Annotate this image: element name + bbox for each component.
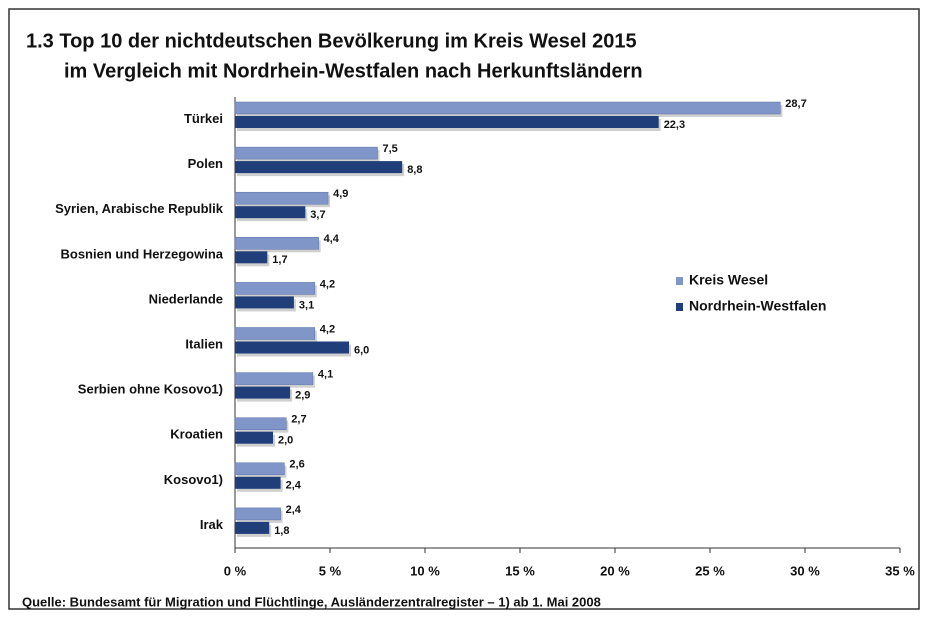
y-tick-label: Irak	[200, 517, 224, 532]
bar	[235, 161, 403, 174]
y-tick-label: Polen	[188, 156, 223, 171]
value-label: 1,7	[272, 254, 287, 266]
value-label: 4,1	[318, 369, 333, 381]
y-tick-label: Serbien ohne Kosovo1)	[78, 382, 223, 397]
value-label: 8,8	[407, 164, 422, 176]
x-tick-label: 5 %	[319, 563, 342, 578]
bar	[234, 462, 285, 476]
y-tick-label: Türkei	[184, 111, 223, 126]
value-label: 4,2	[320, 323, 335, 335]
value-label: 2,9	[295, 390, 310, 402]
value-label: 4,2	[320, 278, 335, 290]
x-tick-label: 20 %	[600, 563, 630, 578]
bar	[235, 251, 268, 264]
bar	[235, 341, 349, 354]
bar	[234, 282, 316, 295]
value-label: 2,0	[278, 435, 293, 447]
value-label: 2,4	[286, 504, 302, 516]
value-label: 2,4	[286, 480, 302, 492]
value-label: 3,7	[310, 209, 325, 221]
x-tick-label: 25 %	[695, 563, 725, 578]
bar	[234, 507, 281, 521]
y-tick-label: Kosovo1)	[164, 472, 223, 487]
y-tick-label: Niederlande	[149, 291, 223, 306]
legend-swatch	[676, 303, 683, 311]
value-label: 4,9	[333, 188, 348, 200]
bar	[234, 327, 316, 340]
value-label: 22,3	[664, 119, 685, 131]
bar	[234, 146, 378, 160]
value-label: 7,5	[383, 143, 398, 155]
bar	[234, 101, 781, 115]
bar	[235, 431, 273, 444]
legend-swatch	[676, 277, 683, 285]
x-tick-label: 35 %	[885, 563, 915, 578]
chart-title: im Vergleich mit Nordrhein-Westfalen nac…	[64, 60, 643, 82]
legend-label: Nordrhein-Westfalen	[689, 298, 826, 314]
source: Quelle: Bundesamt für Migration und Flüc…	[22, 594, 601, 609]
value-label: 28,7	[785, 98, 806, 110]
y-tick-label: Bosnien und Herzegowina	[60, 246, 223, 261]
value-label: 2,6	[289, 459, 304, 471]
value-label: 4,4	[324, 233, 340, 245]
bar	[235, 296, 294, 309]
bar	[235, 521, 270, 534]
frame	[8, 8, 920, 610]
bar	[234, 191, 329, 205]
value-label: 2,7	[291, 414, 306, 426]
bar	[234, 372, 314, 385]
x-tick-label: 30 %	[790, 563, 820, 578]
x-tick-label: 15 %	[505, 563, 535, 578]
y-tick-label: Syrien, Arabische Republik	[55, 201, 224, 216]
bar	[234, 417, 287, 430]
y-tick-label: Kroatien	[170, 427, 223, 442]
y-tick-label: Italien	[185, 336, 223, 351]
value-label: 6,0	[354, 344, 369, 356]
bar	[235, 116, 659, 128]
bar	[235, 386, 291, 399]
x-tick-label: 10 %	[410, 563, 440, 578]
bar	[234, 237, 319, 250]
bar	[235, 206, 306, 219]
legend-label: Kreis Wesel	[689, 272, 768, 288]
x-tick-label: 0 %	[224, 563, 247, 578]
chart-title: 1.3 Top 10 der nichtdeutschen Bevölkerun…	[26, 30, 637, 52]
value-label: 1,8	[274, 525, 289, 537]
value-label: 3,1	[299, 299, 314, 311]
bar	[235, 476, 281, 489]
